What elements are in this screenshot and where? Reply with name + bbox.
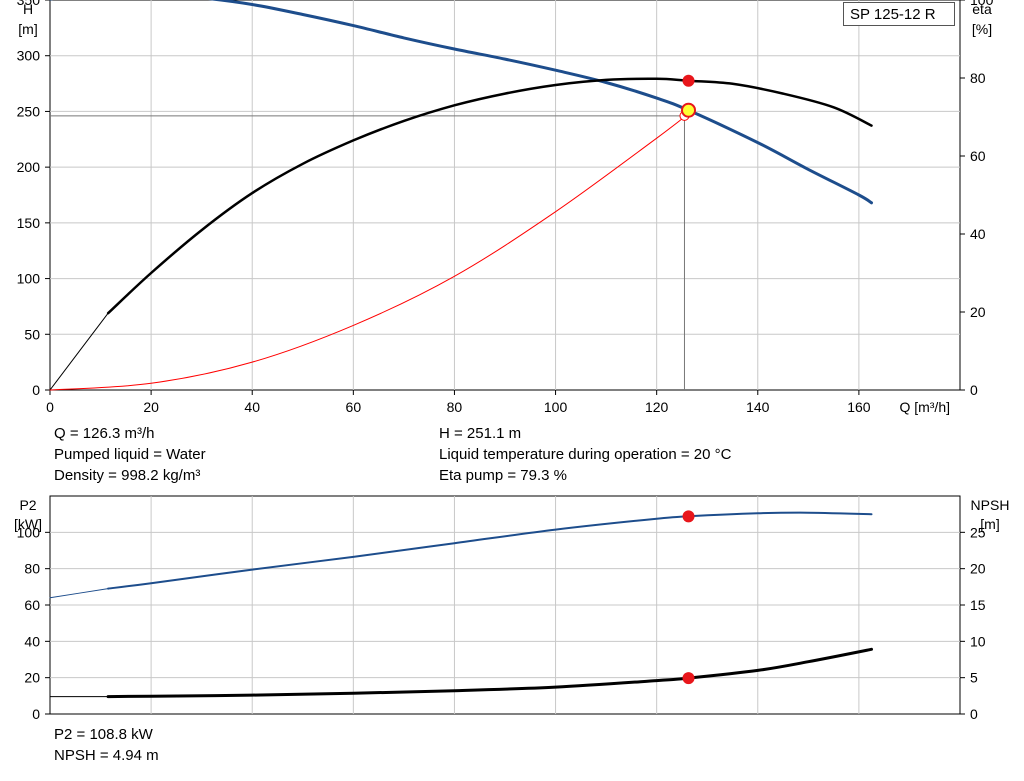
p2-npsh-right-tick-label: 10 <box>970 633 986 649</box>
npsh-readout: NPSH = 4.94 m <box>54 747 159 764</box>
head-eta-x-tick-label: 140 <box>746 399 770 415</box>
head-eta-x-tick-label: 120 <box>645 399 669 415</box>
head-eta-x-tick-label: 80 <box>447 399 463 415</box>
info-right-top: H = 251.1 m Liquid temperature during op… <box>439 423 731 486</box>
p2-npsh-left-tick-label: 40 <box>24 633 40 649</box>
head-eta-x-tick-label: 40 <box>244 399 260 415</box>
head-eta-left-tick-label: 300 <box>17 48 41 64</box>
head-eta-left-tick-label: 200 <box>17 159 41 175</box>
npsh-duty-marker <box>682 672 695 685</box>
pumped-liquid-readout: Pumped liquid = Water <box>54 446 206 463</box>
p2-npsh-right-tick-label: 25 <box>970 524 986 540</box>
head-eta-left-axis-title: H <box>23 1 33 17</box>
head-eta-right-tick-label: 0 <box>970 382 978 398</box>
p2-npsh-left-tick-label: 100 <box>17 524 41 540</box>
head-eta-x-tick-label: 100 <box>544 399 568 415</box>
p2-readout: P2 = 108.8 kW <box>54 726 153 743</box>
head-eta-left-tick-label: 50 <box>24 326 40 342</box>
head-eta-x-axis-title: Q [m³/h] <box>899 399 950 415</box>
head-eta-series-4 <box>49 113 689 391</box>
eta-readout: Eta pump = 79.3 % <box>439 467 567 484</box>
density-readout: Density = 998.2 kg/m³ <box>54 467 201 484</box>
head-eta-left-tick-label: 150 <box>17 215 41 231</box>
head-eta-left-tick-label: 350 <box>17 0 41 8</box>
head-readout: H = 251.1 m <box>439 425 522 442</box>
head-eta-right-tick-label: 60 <box>970 148 986 164</box>
head-eta-right-tick-label: 80 <box>970 70 986 86</box>
head-eta-left-axis-unit: [m] <box>18 21 37 37</box>
head-eta-right-tick-label: 100 <box>970 0 994 8</box>
head-eta-left-tick-label: 250 <box>17 103 41 119</box>
p2-npsh-right-tick-label: 0 <box>970 706 978 722</box>
p2-npsh-right-tick-label: 5 <box>970 670 978 686</box>
flow-readout: Q = 126.3 m³/h <box>54 425 155 442</box>
pump-model-label: SP 125-12 R <box>843 2 955 26</box>
head-eta-x-tick-label: 20 <box>143 399 159 415</box>
head-eta-right-axis-title: eta <box>972 1 992 17</box>
head-eta-series-3 <box>49 312 109 391</box>
head-eta-left-tick-label: 100 <box>17 271 41 287</box>
eta-duty-marker <box>682 74 695 87</box>
head-eta-left-tick-label: 0 <box>32 382 40 398</box>
info-bottom: P2 = 108.8 kW NPSH = 4.94 m <box>54 724 159 766</box>
temperature-readout: Liquid temperature during operation = 20… <box>439 446 732 463</box>
p2-npsh-left-tick-label: 80 <box>24 561 40 577</box>
head-eta-right-tick-label: 40 <box>970 226 986 242</box>
p2-duty-marker <box>682 510 695 523</box>
head-eta-series-0 <box>208 0 873 205</box>
head-eta-series-2 <box>106 77 873 315</box>
head-eta-right-tick-label: 20 <box>970 304 986 320</box>
p2-npsh-left-tick-label: 0 <box>32 706 40 722</box>
p2-npsh-series-2 <box>106 647 873 699</box>
p2-npsh-right-tick-label: 15 <box>970 597 986 613</box>
p2-npsh-right-axis-title: NPSH <box>971 497 1010 513</box>
p2-npsh-left-axis-unit: [kW] <box>14 516 42 532</box>
p2-npsh-left-tick-label: 20 <box>24 670 40 686</box>
head-duty-marker <box>681 102 697 118</box>
head-eta-x-tick-label: 160 <box>847 399 871 415</box>
info-left-top: Q = 126.3 m³/h Pumped liquid = Water Den… <box>54 423 206 486</box>
head-eta-x-tick-label: 0 <box>46 399 54 415</box>
head-eta-right-axis-unit: [%] <box>972 21 992 37</box>
p2-npsh-series-1 <box>49 588 109 599</box>
head-eta-plot-frame <box>49 0 961 391</box>
p2-npsh-right-tick-label: 20 <box>970 561 986 577</box>
p2-npsh-left-axis-title: P2 <box>19 497 36 513</box>
p2-npsh-series-0 <box>107 511 873 590</box>
p2-npsh-right-axis-unit: [m] <box>980 516 999 532</box>
p2-npsh-left-tick-label: 60 <box>24 597 40 613</box>
head-eta-x-tick-label: 60 <box>346 399 362 415</box>
